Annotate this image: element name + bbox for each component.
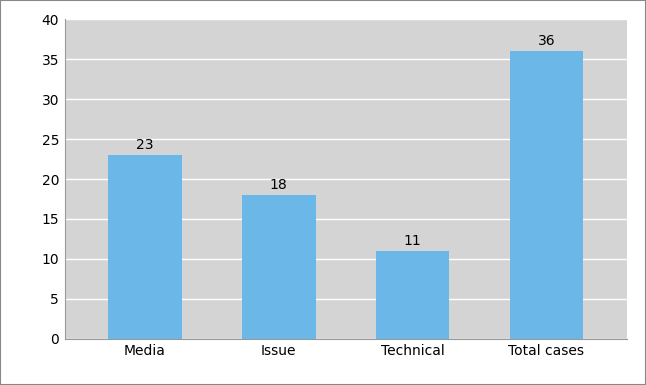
Text: 36: 36 <box>537 34 555 48</box>
Bar <box>108 155 182 339</box>
Text: 11: 11 <box>404 234 421 248</box>
Bar <box>376 251 450 339</box>
Text: 18: 18 <box>270 178 287 192</box>
Text: 23: 23 <box>136 138 154 152</box>
Bar <box>510 51 583 339</box>
Bar <box>242 195 315 339</box>
